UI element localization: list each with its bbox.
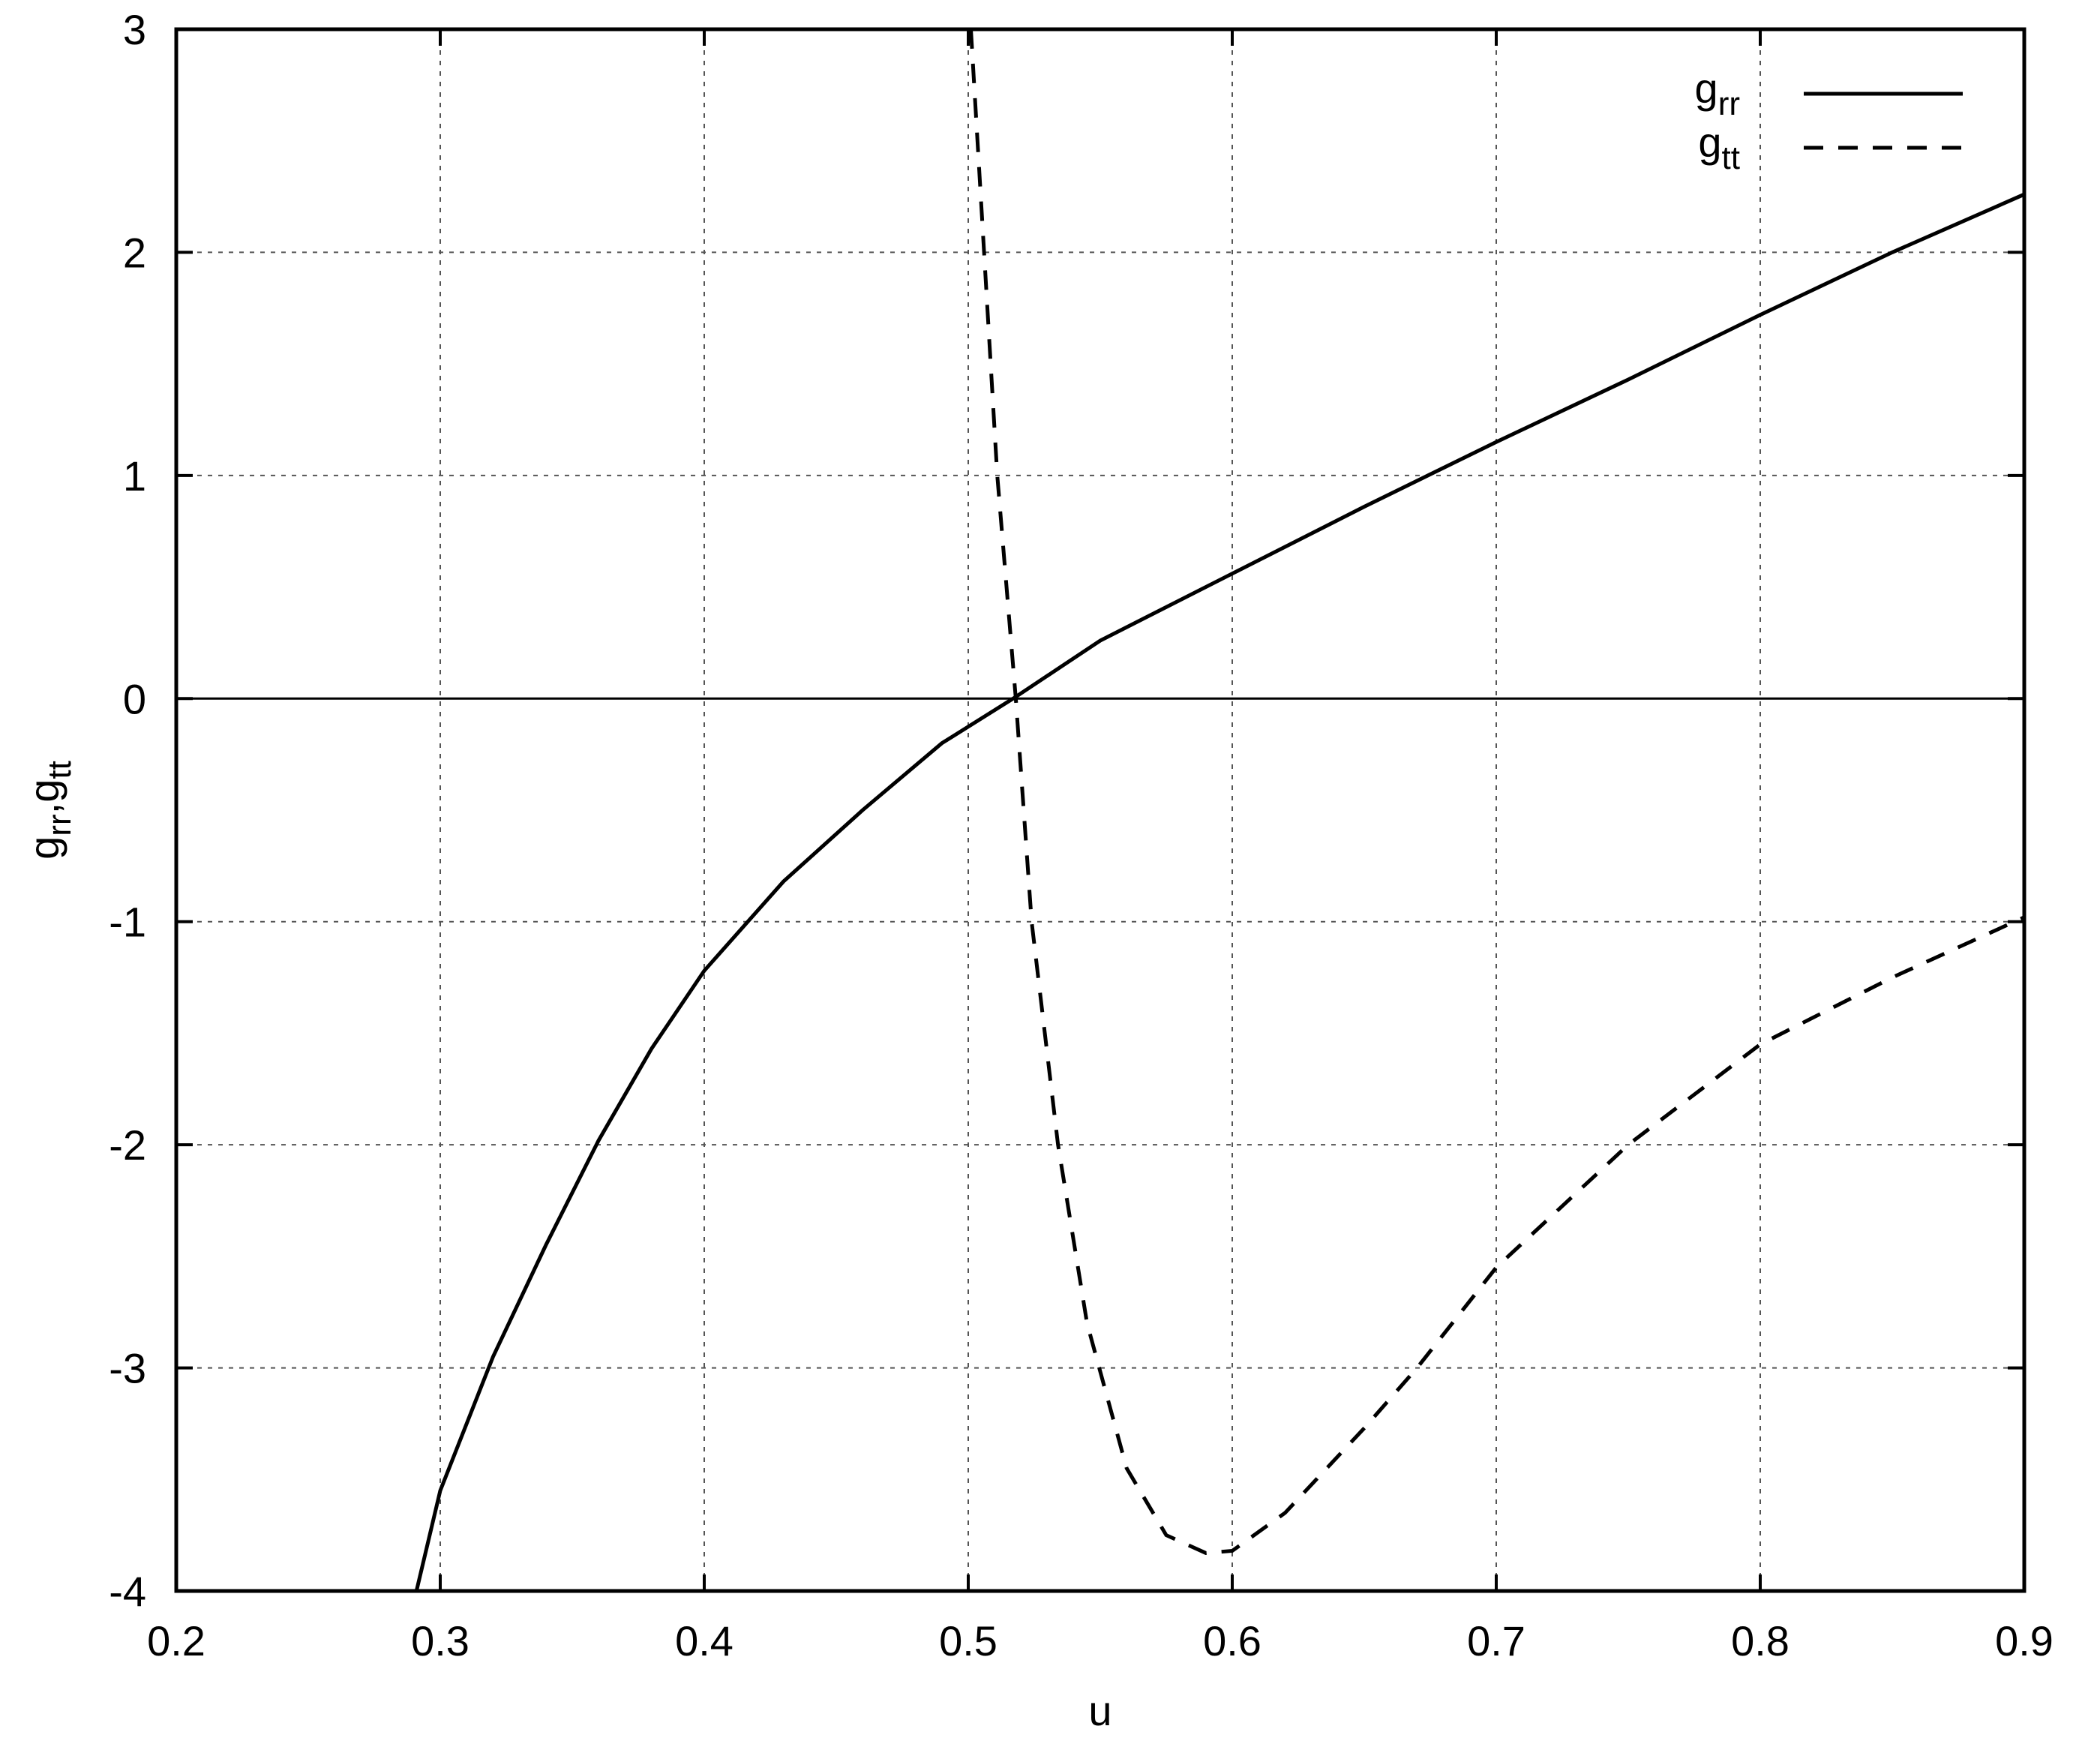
legend-label: gtt [1698,119,1740,176]
y-tick-label: -3 [109,1345,146,1392]
legend-label: grr [1695,65,1740,122]
x-axis-label: u [1088,1687,1112,1734]
y-tick-label: -4 [109,1568,146,1615]
subscript: tt [1722,140,1740,176]
y-tick-label: 0 [123,675,146,722]
subscript: rr [41,814,78,836]
y-tick-label: -1 [109,899,146,946]
subscript: rr [1718,86,1740,122]
y-tick-label: 1 [123,452,146,500]
x-tick-label: 0.5 [939,1617,998,1664]
plot-frame [174,27,2026,1593]
y-tick-label: 2 [123,229,146,276]
subscript: tt [41,761,78,779]
x-tick-label: 0.3 [411,1617,470,1664]
series-line [414,192,2024,1591]
x-tick-label: 0.7 [1467,1617,1526,1664]
x-tick-label: 0.6 [1203,1617,1262,1664]
x-tick-label: 0.9 [1995,1617,2054,1664]
x-tick-label: 0.8 [1731,1617,1790,1664]
text-part: g [20,836,68,860]
text-part: g [1695,65,1718,112]
text-part: g [1698,119,1721,166]
text-part: ,g [20,779,68,815]
y-tick-label: -2 [109,1121,146,1169]
x-tick-label: 0.4 [675,1617,734,1664]
y-axis-label: grr,gtt [20,761,78,860]
x-tick-label: 0.2 [147,1617,206,1664]
y-tick-label: 3 [123,6,146,53]
series-line [969,29,2024,1555]
